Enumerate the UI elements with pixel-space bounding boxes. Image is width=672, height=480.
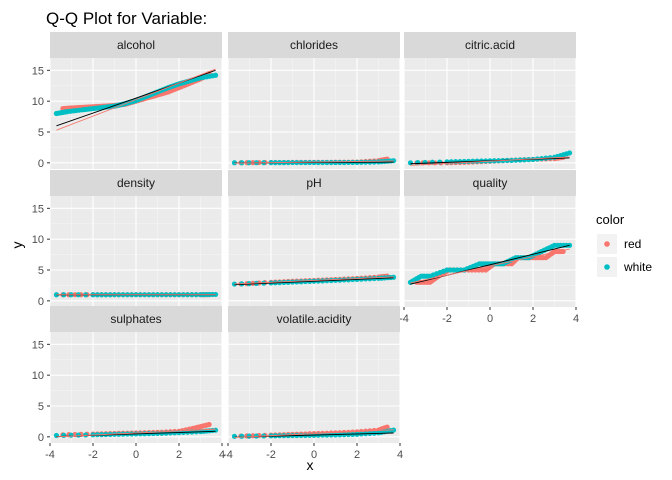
x-tick-label: 2 [176, 449, 182, 461]
facet-panels: alcohol 0 5 10 15 chlorides citric.acid density… [32, 32, 579, 461]
data-point [75, 432, 81, 438]
panel-density: density 0 5 10 15 [32, 170, 223, 308]
data-point [566, 150, 573, 156]
facet-strip [50, 32, 222, 58]
data-point [68, 432, 74, 438]
facet-strip [228, 32, 400, 58]
y-tick-label: 15 [32, 65, 44, 77]
reference-line-red [234, 276, 394, 285]
reference-line-red [56, 428, 216, 438]
legend-item-red: red [597, 234, 641, 254]
data-point [231, 433, 238, 439]
x-tick-label: 0 [487, 313, 493, 325]
y-tick-label: 0 [38, 158, 44, 170]
facet-label: quality [473, 176, 508, 190]
data-point [566, 242, 573, 248]
panel-data [407, 242, 573, 285]
legend-label: red [624, 237, 641, 251]
x-tick-label: 2 [354, 449, 360, 461]
reference-line-red [56, 68, 216, 131]
legend-item-white: white [597, 257, 652, 277]
facet-label: sulphates [110, 312, 161, 326]
reference-line-red [410, 248, 570, 284]
data-point [239, 433, 245, 439]
y-tick-label: 10 [32, 96, 44, 108]
x-tick-label: 4 [397, 449, 403, 461]
reference-line-red [234, 429, 394, 438]
y-tick-label: 15 [32, 203, 44, 215]
reference-line-red [234, 160, 394, 164]
panel-sulphates: sulphates 0 5 10 15 -4 -2 0 2 4 [32, 306, 225, 461]
panel-pH: pH [227, 170, 401, 307]
data-point [83, 432, 89, 438]
panel-citric-acid: citric.acid [403, 32, 577, 169]
facet-strip [404, 32, 576, 58]
panel-data [231, 424, 397, 439]
panel-quality: quality -4 -2 0 2 4 [399, 170, 579, 325]
panel-data [231, 273, 397, 287]
data-point [206, 421, 212, 428]
facet-strip [228, 306, 400, 332]
facet-label: density [117, 176, 155, 190]
legend-label: white [623, 260, 652, 274]
y-tick-label: 5 [38, 401, 44, 413]
facet-strip [228, 170, 400, 196]
legend-marker [604, 241, 610, 247]
x-tick-label: -4 [399, 313, 409, 325]
legend: color red white [596, 212, 652, 277]
data-point [53, 432, 60, 439]
panel-data [407, 150, 573, 166]
x-tick-label: 0 [133, 449, 139, 461]
chart-title: Q-Q Plot for Variable: [46, 9, 207, 28]
x-tick-label: 2 [530, 313, 536, 325]
panel-chlorides: chlorides [227, 32, 401, 169]
reference-line-white [234, 277, 394, 286]
x-tick-label: 4 [573, 313, 579, 325]
x-tick-label: 0 [311, 449, 317, 461]
x-tick-label: 4 [219, 449, 225, 461]
x-tick-label: -2 [88, 449, 98, 461]
data-point [231, 281, 238, 287]
data-point [407, 160, 414, 166]
panel-data [231, 156, 397, 166]
x-tick-label: -4 [223, 449, 233, 461]
y-tick-label: 5 [38, 127, 44, 139]
x-axis-label: x [307, 457, 314, 473]
facet-strip [50, 170, 222, 196]
panel-data [53, 291, 219, 298]
legend-marker [604, 264, 610, 270]
data-point [212, 291, 219, 298]
facet-label: pH [306, 176, 321, 190]
x-tick-label: -2 [266, 449, 276, 461]
x-tick-label: -2 [442, 313, 452, 325]
y-tick-label: 15 [32, 339, 44, 351]
y-tick-label: 10 [32, 370, 44, 382]
data-point [422, 159, 428, 166]
facet-label: alcohol [117, 38, 155, 52]
y-tick-label: 0 [38, 432, 44, 444]
reference-line-red [410, 156, 570, 166]
legend-title: color [596, 212, 625, 227]
facet-label: chlorides [290, 38, 338, 52]
data-point [384, 424, 390, 430]
facet-strip [50, 306, 222, 332]
data-point [61, 432, 67, 438]
panel-volatile-acidity: volatile.acidity -4 -2 0 2 4 [223, 306, 403, 461]
data-point [212, 72, 219, 78]
data-point [212, 427, 219, 433]
y-axis-label: y [9, 242, 25, 249]
facet-label: volatile.acidity [277, 312, 352, 326]
data-point [429, 159, 435, 165]
y-tick-label: 5 [38, 265, 44, 277]
y-tick-label: 0 [38, 296, 44, 308]
facet-strip [404, 170, 576, 196]
x-tick-label: -4 [45, 449, 55, 461]
facet-label: citric.acid [465, 38, 515, 52]
data-point [246, 433, 252, 439]
panel-data [53, 68, 219, 131]
y-tick-label: 10 [32, 234, 44, 246]
panel-alcohol: alcohol 0 5 10 15 [32, 32, 223, 170]
panel-data [53, 421, 219, 439]
